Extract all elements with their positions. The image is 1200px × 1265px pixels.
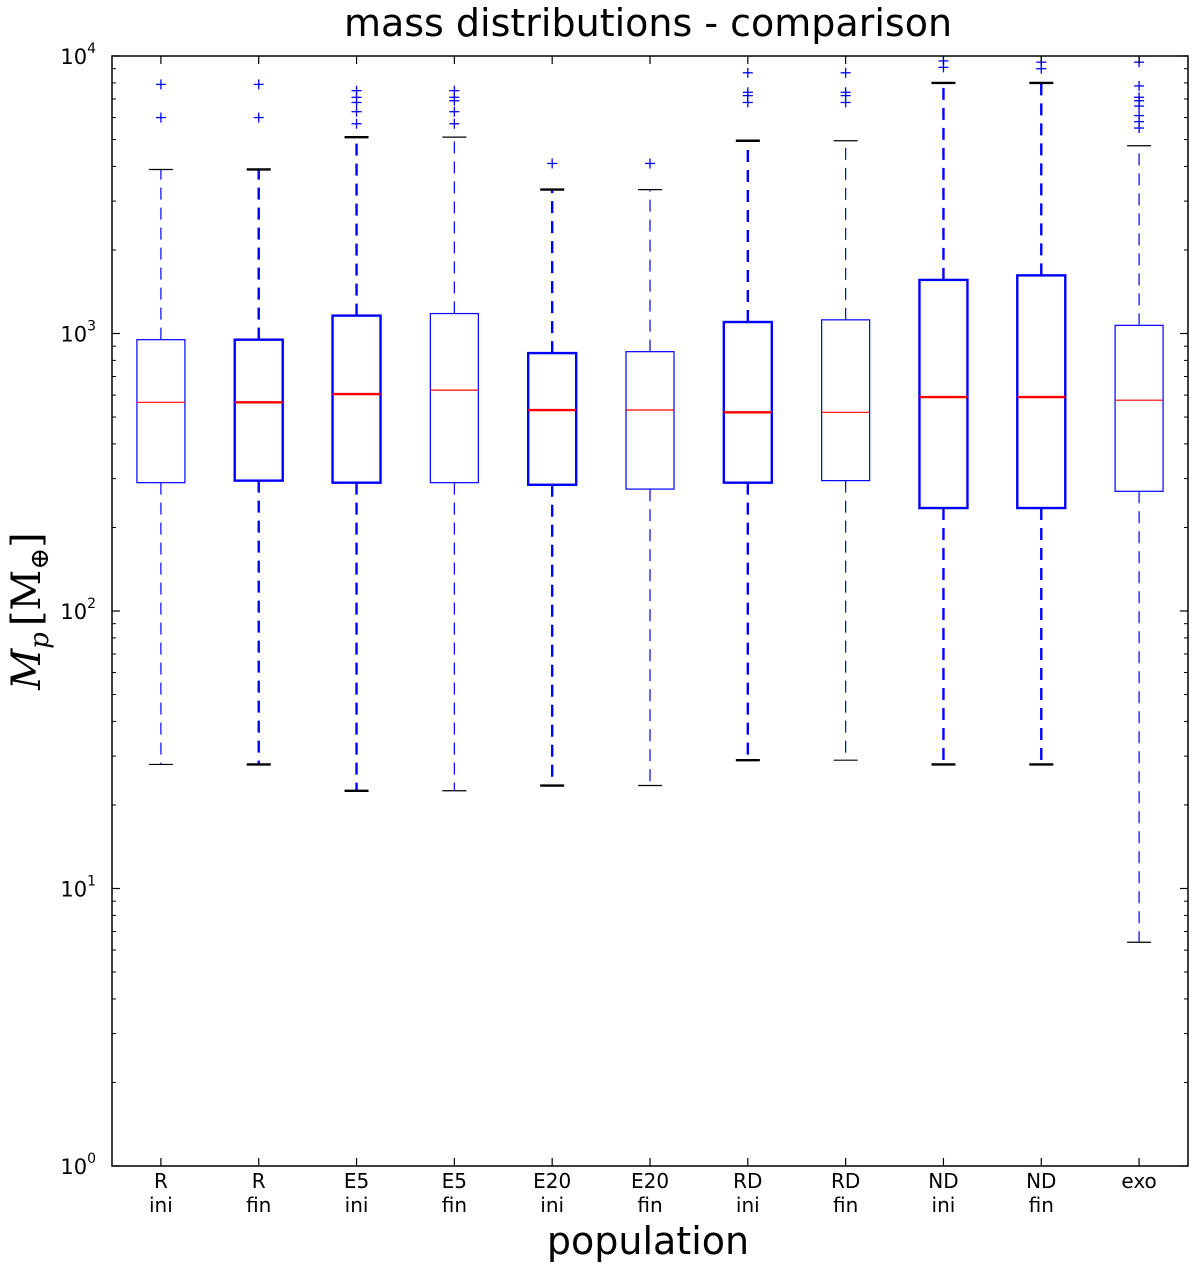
box-iqr [233, 338, 284, 482]
box-10 [1016, 57, 1067, 766]
flier-point [449, 106, 460, 117]
box-7 [722, 67, 774, 762]
y-tick-label-exponent: 1 [87, 874, 96, 890]
chart-title: mass distributions - comparison [344, 1, 952, 45]
box-1 [136, 79, 186, 766]
flier-point [155, 112, 166, 123]
x-tick-label-line2: fin [1029, 1193, 1054, 1217]
y-tick-label-base: 10 [60, 323, 87, 347]
flier-point [449, 85, 460, 96]
y-tick-label: 103 [60, 319, 96, 347]
flier-point [840, 87, 851, 98]
x-tick-label-line1: E5 [344, 1169, 369, 1193]
box-4 [429, 85, 479, 792]
x-tick-label-line1: ND [1026, 1169, 1056, 1193]
box-iqr [429, 312, 479, 484]
flier-point [742, 67, 753, 78]
box-5 [526, 158, 578, 787]
y-axis-label-unit: [M [4, 570, 50, 627]
box-iqr [722, 320, 774, 484]
box-8 [821, 67, 871, 761]
x-tick-label-line2: ini [932, 1193, 956, 1217]
flier-point [645, 158, 655, 169]
x-axis-label: population [547, 1219, 749, 1263]
x-tick-label-line2: fin [246, 1193, 271, 1217]
flier-point [253, 79, 264, 90]
box-iqr [1114, 324, 1164, 492]
flier-point [547, 158, 558, 169]
y-axis-label-close: ] [4, 532, 50, 548]
box-iqr [526, 351, 578, 486]
svg-text:Mp[M⊕]: Mp [M⊕] [4, 532, 55, 691]
x-tick-label-line2: ini [736, 1193, 760, 1217]
y-tick-label: 102 [60, 596, 96, 624]
y-axis-label-subscript: p [25, 632, 55, 649]
x-tick-label-line1: R [154, 1169, 168, 1193]
x-tick-label-line1: exo [1121, 1169, 1156, 1193]
x-tick-label-line2: ini [540, 1193, 564, 1217]
y-axis-label-unit-subscript: ⊕ [25, 548, 55, 570]
x-axis-ticks: RiniRfinE5iniE5finE20iniE20finRDiniRDfin… [149, 56, 1157, 1217]
y-tick-label: 100 [60, 1151, 96, 1179]
x-tick-label-line2: fin [442, 1193, 467, 1217]
y-tick-label-exponent: 3 [87, 319, 96, 335]
flier-point [742, 87, 753, 98]
y-tick-label-exponent: 2 [87, 596, 96, 612]
y-tick-label-exponent: 0 [87, 1151, 96, 1167]
box-11 [1114, 57, 1164, 943]
x-tick-label-line1: E5 [442, 1169, 467, 1193]
x-tick-label-line2: ini [149, 1193, 173, 1217]
y-tick-label-base: 10 [60, 600, 87, 624]
flier-point [253, 112, 264, 123]
y-axis-label-symbol: M [4, 648, 50, 691]
x-tick-label-line1: RD [733, 1169, 762, 1193]
flier-point [351, 106, 362, 117]
x-tick-label-line1: E20 [631, 1169, 669, 1193]
box-6 [625, 158, 675, 787]
y-tick-label-exponent: 4 [87, 41, 96, 57]
y-tick-label: 101 [60, 874, 96, 902]
box-iqr [918, 278, 969, 510]
flier-point [1134, 80, 1145, 91]
box-iqr [136, 339, 186, 484]
flier-point [1134, 110, 1145, 121]
box-iqr [331, 314, 382, 484]
x-tick-label-line1: R [252, 1169, 266, 1193]
box-3 [331, 85, 382, 792]
y-tick-label-base: 10 [60, 878, 87, 902]
x-tick-label-line1: ND [928, 1169, 958, 1193]
x-tick-label-line2: fin [637, 1193, 662, 1217]
flier-point [351, 118, 362, 129]
box-iqr [1016, 274, 1067, 510]
flier-point [155, 79, 166, 90]
x-tick-label-line1: RD [831, 1169, 860, 1193]
y-tick-label: 104 [60, 41, 96, 69]
y-tick-label-base: 10 [60, 45, 87, 69]
y-axis-label: Mp [M⊕] [4, 532, 55, 691]
box-series [136, 55, 1164, 943]
flier-point [1134, 92, 1145, 103]
box-iqr [821, 319, 871, 482]
x-tick-label-line1: E20 [533, 1169, 571, 1193]
box-2 [233, 79, 284, 766]
y-tick-label-base: 10 [60, 1155, 87, 1179]
flier-point [840, 67, 851, 78]
flier-point [351, 85, 362, 96]
x-tick-label-line2: ini [345, 1193, 369, 1217]
flier-point [449, 118, 460, 129]
x-tick-label-line2: fin [833, 1193, 858, 1217]
box-iqr [625, 351, 675, 490]
box-9 [918, 55, 969, 766]
